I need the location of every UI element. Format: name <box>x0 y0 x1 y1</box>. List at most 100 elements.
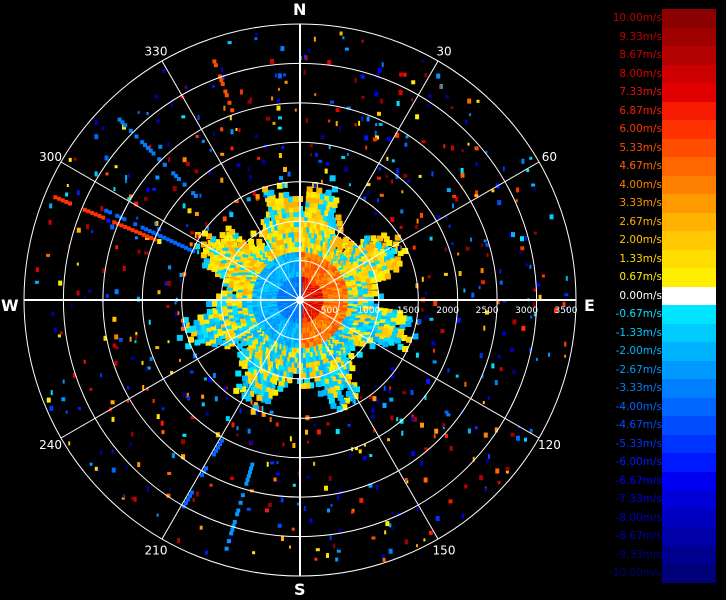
clutter-cell <box>424 447 429 451</box>
clutter-cell <box>156 513 159 517</box>
bearing-label: 60 <box>542 150 557 164</box>
clutter-cell <box>363 443 366 447</box>
echo-cell <box>229 229 236 236</box>
legend-entry: -2.00m/s <box>606 342 716 361</box>
clutter-cell <box>83 359 86 364</box>
bearing-spoke <box>299 161 540 301</box>
clutter-cell <box>201 139 205 143</box>
echo-cell <box>391 313 398 320</box>
clutter-cell <box>278 153 282 158</box>
echo-cell <box>381 232 388 239</box>
streak-cell <box>250 462 255 467</box>
echo-cell <box>220 324 227 331</box>
echo-cell <box>216 339 223 345</box>
echo-cell <box>385 260 392 267</box>
radar-center-marker <box>296 296 304 304</box>
echo-cell <box>260 374 267 381</box>
streak-cell <box>184 500 188 505</box>
clutter-cell <box>253 402 258 406</box>
clutter-cell <box>113 187 116 192</box>
echo-cell <box>215 322 221 329</box>
echo-cell <box>303 367 310 374</box>
echo-cell <box>334 368 341 375</box>
echo-cell <box>264 217 271 224</box>
clutter-cell <box>168 157 171 163</box>
streak-cell <box>162 162 167 167</box>
clutter-cell <box>361 95 365 99</box>
echo-cell <box>306 186 313 193</box>
clutter-cell <box>76 190 80 196</box>
clutter-cell <box>520 246 525 251</box>
echo-cell <box>217 329 224 336</box>
clutter-cell <box>100 206 104 211</box>
clutter-cell <box>137 111 140 114</box>
streak-cell <box>220 82 225 86</box>
clutter-cell <box>463 288 466 293</box>
clutter-cell <box>531 183 536 187</box>
clutter-cell <box>127 173 130 178</box>
echo-cell <box>202 313 209 320</box>
echo-cell <box>311 217 318 224</box>
clutter-cell <box>338 490 343 495</box>
clutter-cell <box>180 326 185 331</box>
clutter-cell <box>62 379 65 384</box>
echo-cell <box>324 220 331 227</box>
echo-cell <box>387 264 394 271</box>
echo-cell <box>322 379 329 385</box>
clutter-cell <box>410 417 414 422</box>
legend-entry: 7.33m/s <box>606 83 716 102</box>
legend-label: 4.67m/s <box>619 160 662 172</box>
clutter-cell <box>431 171 434 177</box>
echo-cell <box>375 241 382 248</box>
clutter-cell <box>155 221 159 226</box>
echo-cell <box>374 260 381 267</box>
streak-cell <box>86 209 91 214</box>
echo-cell <box>203 258 210 265</box>
clutter-cell <box>239 408 242 414</box>
echo-cell <box>386 312 393 319</box>
clutter-cell <box>190 416 195 420</box>
legend-entry: -6.67m/s <box>606 471 716 490</box>
echo-cell <box>337 394 344 401</box>
clutter-cell <box>330 100 334 104</box>
radar-velocity-display[interactable]: 30 60 120 150 210 240 300 330 500 1000 1500 2000 250… <box>0 0 600 600</box>
echo-cell <box>264 387 271 394</box>
clutter-cell <box>491 363 495 369</box>
legend-label: -6.00m/s <box>615 456 662 468</box>
clutter-cell <box>135 334 138 340</box>
echo-cell <box>394 234 401 241</box>
echo-cell <box>268 205 275 212</box>
echo-cell <box>331 381 338 388</box>
clutter-cell <box>335 557 339 562</box>
echo-cell <box>280 222 287 229</box>
clutter-cell <box>385 521 390 527</box>
clutter-cell <box>460 172 465 178</box>
clutter-cell <box>261 412 266 417</box>
clutter-cell <box>360 74 365 79</box>
legend-label: 6.00m/s <box>619 123 662 135</box>
clutter-cell <box>416 218 419 224</box>
clutter-cell <box>105 294 109 298</box>
clutter-cell <box>499 269 502 274</box>
echo-cell <box>396 260 403 267</box>
clutter-cell <box>519 250 522 255</box>
streak-cell <box>101 215 106 220</box>
clutter-cell <box>564 354 567 358</box>
echo-cell <box>195 328 202 335</box>
echo-cell <box>377 293 384 300</box>
clutter-cell <box>469 113 472 117</box>
echo-cell <box>282 381 289 388</box>
echo-cell <box>214 258 221 265</box>
echo-cell <box>198 318 205 325</box>
clutter-cell <box>254 37 258 41</box>
echo-cell <box>366 309 373 316</box>
clutter-cell <box>247 166 250 172</box>
echo-cell <box>385 333 392 340</box>
echo-cell <box>365 244 372 251</box>
echo-cell <box>262 381 269 388</box>
clutter-cell <box>376 484 379 490</box>
echo-cell <box>263 191 270 198</box>
clutter-cell <box>127 385 130 390</box>
echo-cell <box>393 266 400 273</box>
clutter-cell <box>309 518 313 524</box>
